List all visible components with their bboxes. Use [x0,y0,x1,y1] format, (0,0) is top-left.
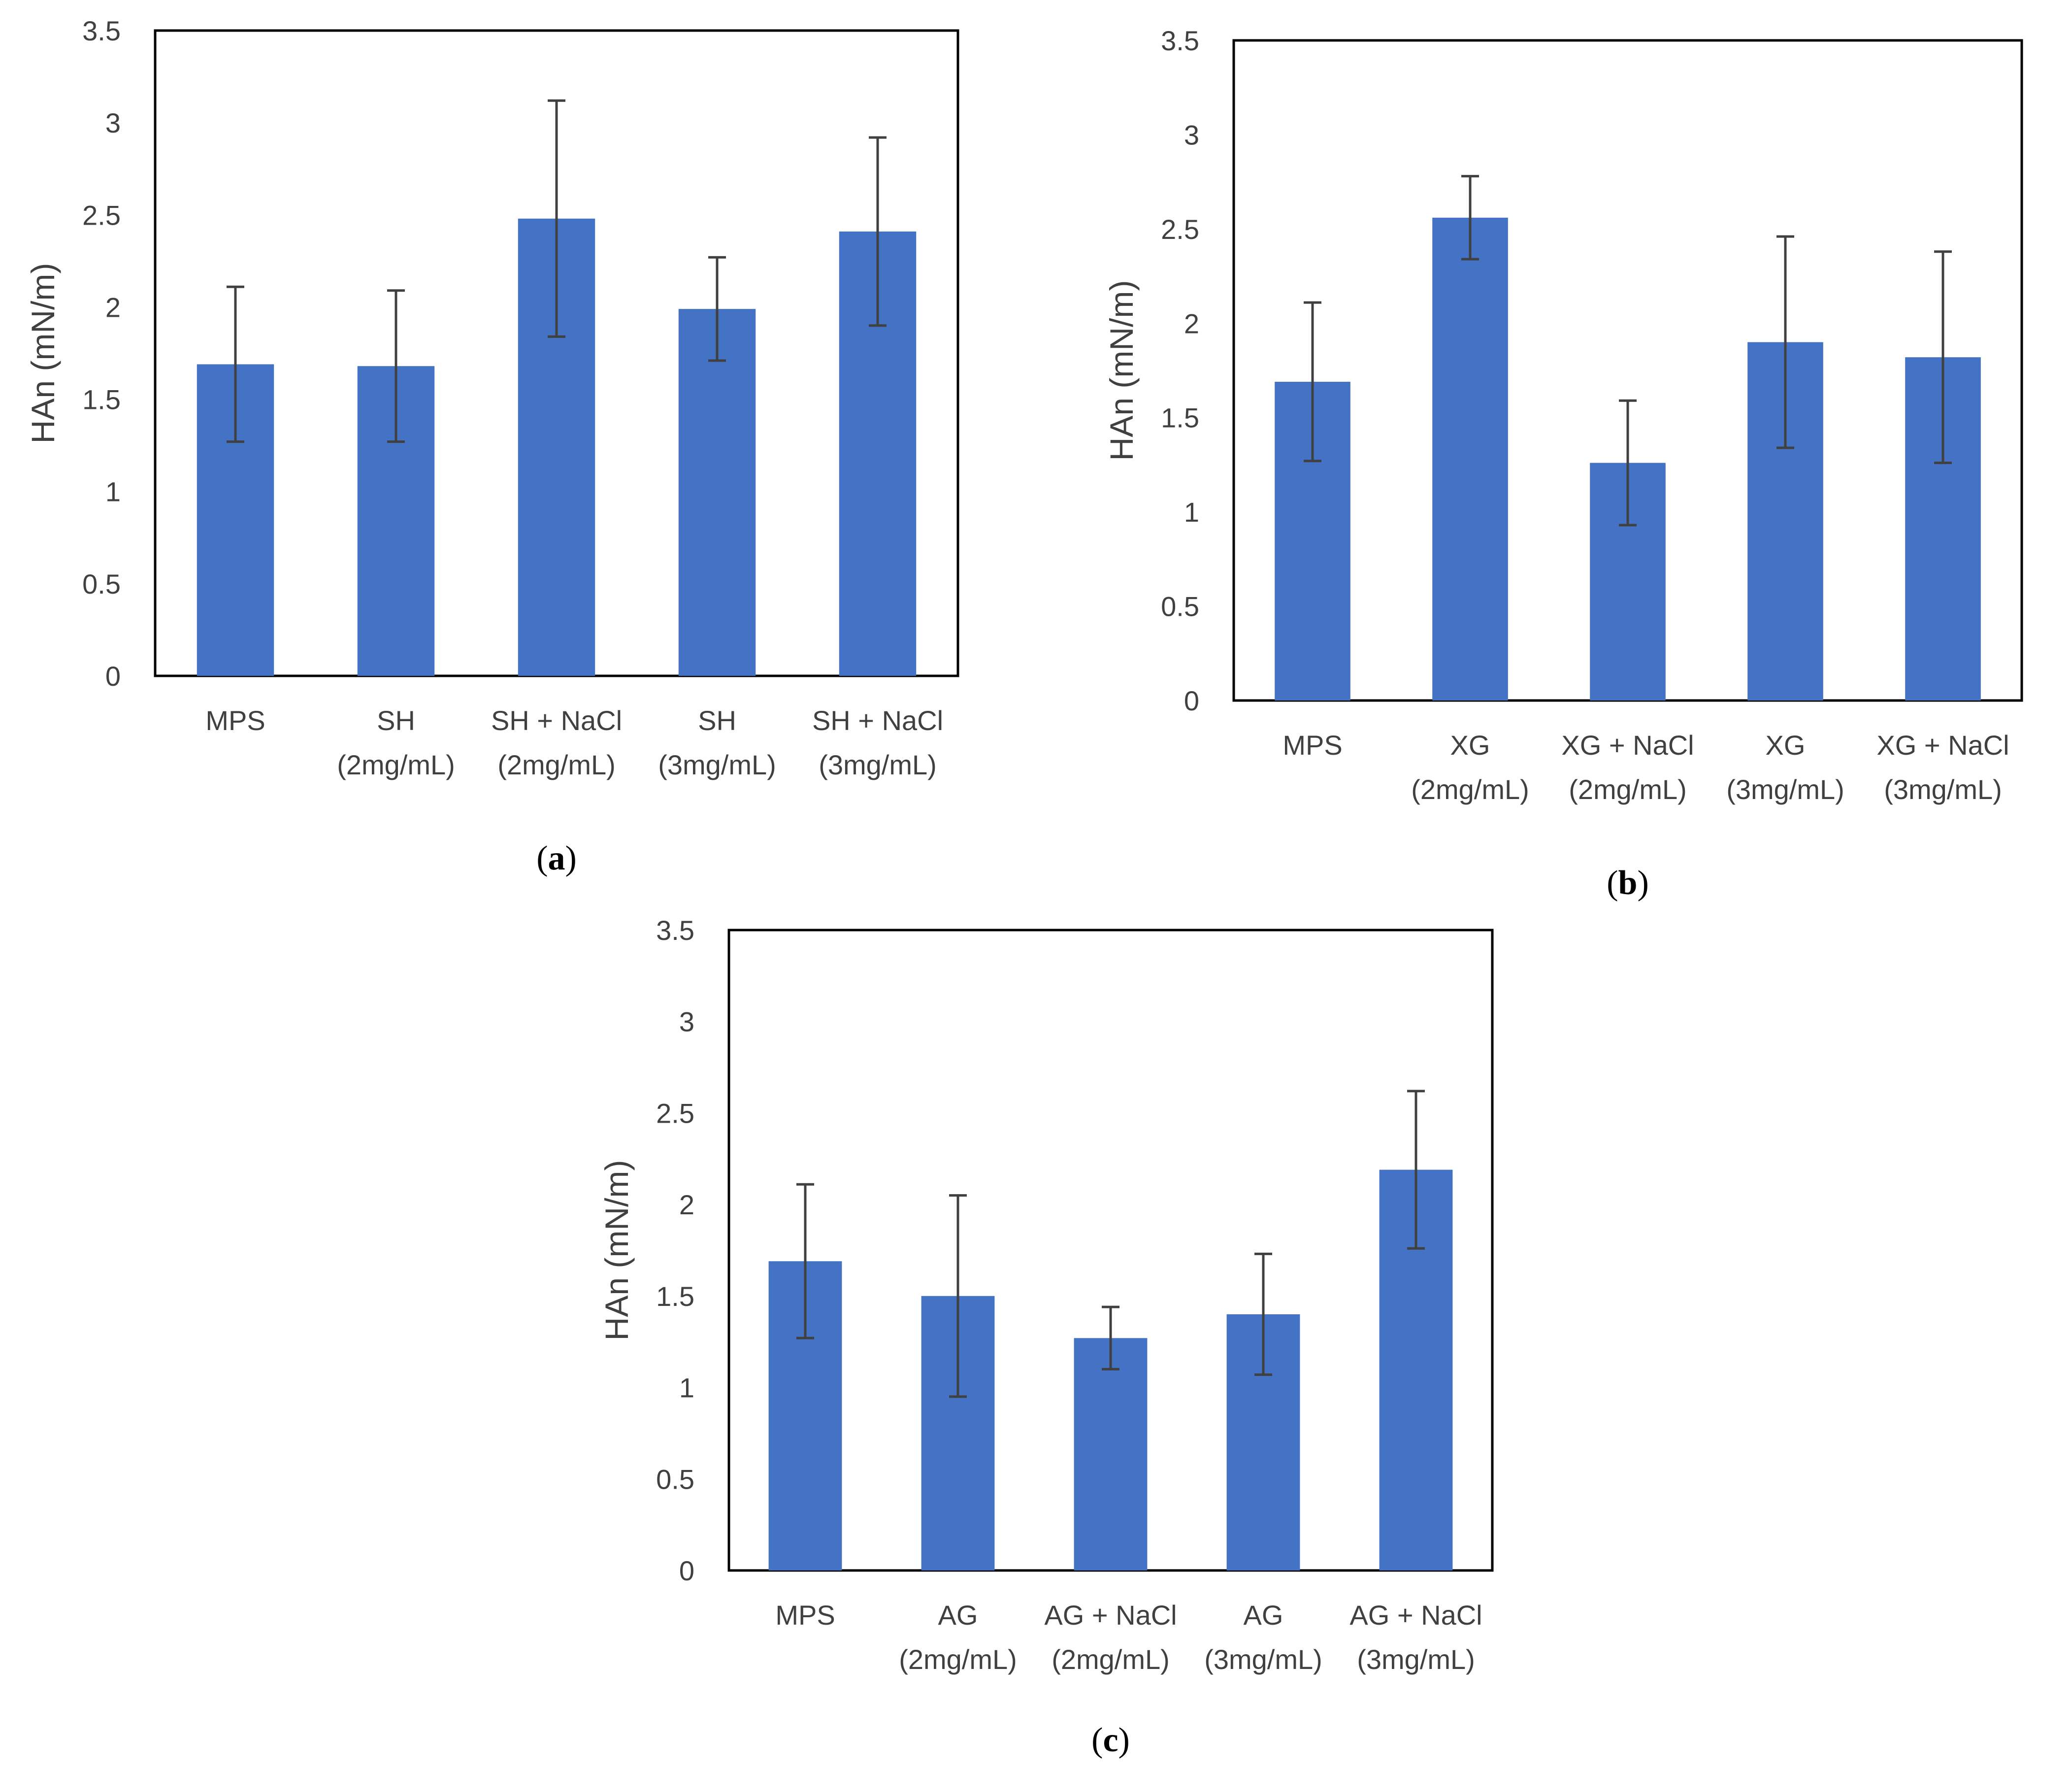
bar-chart-b: 0 0.5 1 1.5 2 2.5 3 3.5 HAn (mN/m) MPS XG (2mg/mL) X… [1103,25,2023,902]
x-tick-label: AG [1244,1600,1283,1631]
y-tick-label: 0.5 [656,1464,694,1495]
y-tick-label: 2 [679,1189,694,1220]
y-tick-label: 0 [679,1555,694,1586]
y-tick-label: 3 [1184,119,1199,150]
y-tick-label: 0.5 [82,568,121,600]
y-axis-label: HAn (mN/m) [25,263,61,444]
bar [1074,1338,1148,1570]
x-tick-label: AG + NaCl [1349,1600,1482,1631]
chart-panel-a: 0 0.5 1 1.5 2 2.5 3 3.5 HAn (mN/m) MPS SH (2mg/mL) S… [0,0,1034,887]
x-tick-label: MPS [775,1600,835,1631]
x-tick-label: (2mg/mL) [899,1644,1017,1675]
caption-paren-close: ) [1118,1721,1130,1759]
x-tick-label: AG [938,1600,978,1631]
error-bar [1254,1252,1272,1376]
error-bar [1619,399,1637,527]
error-bar [796,1183,814,1339]
x-tick-label: SH [377,705,415,736]
x-tick-label: (3mg/mL) [819,749,937,780]
bar-chart-c: 0 0.5 1 1.5 2 2.5 3 3.5 HAn (mN/m) MPS AG (2mg/mL) A… [598,915,1494,1759]
panel-caption: (b) [1607,864,1649,902]
y-tick-label: 3.5 [656,915,694,946]
x-tick-label: XG + NaCl [1561,730,1694,761]
caption-paren-open: ( [1607,864,1618,902]
error-bar [1776,235,1794,449]
y-tick-label: 1.5 [1161,402,1199,433]
error-bar [869,136,887,327]
caption-letter: b [1618,864,1638,902]
panel-caption: (c) [1091,1721,1130,1759]
x-tick-label: (3mg/mL) [1204,1644,1322,1675]
y-tick-label: 1 [105,476,121,507]
chart-panel-c: 0 0.5 1 1.5 2 2.5 3 3.5 HAn (mN/m) MPS AG (2mg/mL) A… [566,892,1601,1767]
x-tick-label: (3mg/mL) [1726,774,1844,805]
y-tick-label: 3.5 [82,15,121,46]
y-tick-label: 0 [1184,685,1199,716]
error-bar [548,99,565,338]
x-tick-label: (2mg/mL) [1569,774,1687,805]
x-tick-label: MPS [1283,730,1342,761]
caption-paren-close: ) [1637,864,1648,902]
panel-caption: (a) [536,839,577,877]
x-tick-label: (2mg/mL) [497,749,616,780]
x-tick-label: MPS [205,705,265,736]
y-tick-label: 3 [105,107,121,138]
caption-letter: a [548,839,565,877]
y-tick-label: 2.5 [1161,214,1199,245]
y-tick-label: 2.5 [82,200,121,231]
bar [1432,217,1508,700]
bar [678,309,756,676]
error-bar [1934,250,1952,465]
error-bar [708,256,726,362]
error-bar [387,289,405,443]
error-bar [1407,1090,1425,1250]
y-tick-label: 2 [1184,308,1199,339]
x-tick-label: XG + NaCl [1876,730,2009,761]
y-tick-label: 3.5 [1161,25,1199,56]
x-tick-label: SH [698,705,736,736]
y-tick-label: 0.5 [1161,591,1199,622]
y-axis-label: HAn (mN/m) [1103,280,1140,461]
x-tick-label: (3mg/mL) [1884,774,2002,805]
x-tick-label: SH + NaCl [491,705,622,736]
error-bar [1102,1305,1119,1370]
x-tick-label: XG [1766,730,1806,761]
x-tick-label: (3mg/mL) [1357,1644,1475,1675]
error-bar [949,1194,967,1398]
x-tick-label: (2mg/mL) [1411,774,1529,805]
x-tick-label: AG + NaCl [1044,1600,1177,1631]
error-bar [1304,301,1321,463]
caption-letter: c [1103,1721,1118,1759]
y-tick-label: 2.5 [656,1098,694,1129]
chart-panel-b: 0 0.5 1 1.5 2 2.5 3 3.5 HAn (mN/m) MPS XG (2mg/mL) X… [1074,25,2072,911]
bar-chart-a: 0 0.5 1 1.5 2 2.5 3 3.5 HAn (mN/m) MPS SH (2mg/mL) S… [25,15,959,877]
x-tick-label: XG [1450,730,1490,761]
x-tick-label: (2mg/mL) [1052,1644,1170,1675]
error-bar [1461,175,1479,261]
caption-paren-open: ( [1091,1721,1103,1759]
y-tick-label: 1 [679,1372,694,1403]
y-tick-label: 1.5 [82,384,121,415]
caption-paren-close: ) [565,839,577,877]
y-tick-label: 3 [679,1006,694,1037]
x-tick-label: SH + NaCl [812,705,943,736]
y-tick-label: 0 [105,661,121,692]
y-tick-label: 1 [1184,497,1199,528]
y-tick-label: 2 [105,292,121,323]
x-tick-label: (2mg/mL) [337,749,455,780]
y-tick-label: 1.5 [656,1281,694,1312]
caption-paren-open: ( [536,839,548,877]
error-bar [227,285,244,443]
y-axis-label: HAn (mN/m) [598,1160,635,1341]
x-tick-label: (3mg/mL) [658,749,776,780]
